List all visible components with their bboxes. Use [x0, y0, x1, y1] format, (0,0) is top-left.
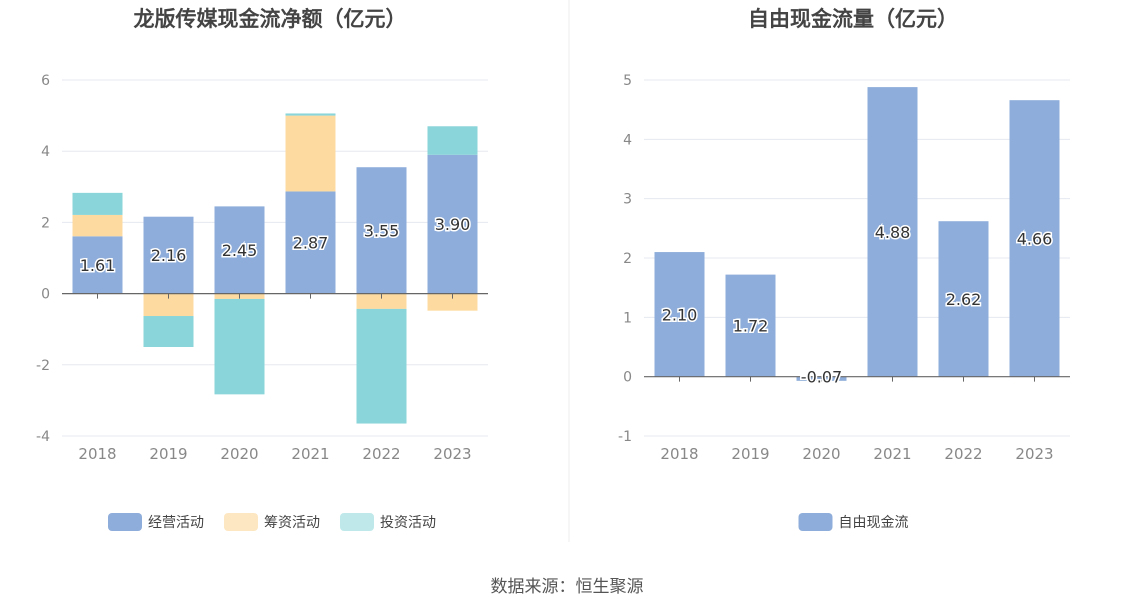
- y-tick-label: 1: [623, 310, 632, 326]
- x-tick-label: 2019: [149, 445, 187, 463]
- bar-investing: [285, 113, 336, 116]
- y-tick-label: -1: [618, 429, 632, 445]
- data-label: 4.88: [875, 223, 911, 242]
- legend-swatch-investing: [340, 513, 374, 531]
- data-label: -0.07: [801, 368, 842, 387]
- data-label: 1.72: [733, 317, 769, 336]
- y-tick-label: 6: [41, 73, 50, 89]
- bar-freecash: [1009, 100, 1060, 377]
- legend-swatch-financing: [224, 513, 258, 531]
- y-tick-label: 2: [623, 251, 632, 267]
- x-tick-label: 2023: [433, 445, 471, 463]
- bar-financing: [356, 293, 407, 309]
- legend-label: 投资活动: [380, 515, 436, 531]
- bar-operating: [143, 216, 194, 294]
- bar-financing: [143, 293, 194, 317]
- data-label: 2.62: [946, 290, 982, 309]
- data-label: 2.87: [293, 234, 329, 253]
- bar-operating: [356, 167, 407, 294]
- legend-swatch-operating: [108, 513, 142, 531]
- bar-financing: [427, 293, 478, 311]
- data-label: 4.66: [1017, 229, 1053, 248]
- y-tick-label: 4: [41, 144, 50, 160]
- bar-freecash: [654, 252, 705, 377]
- free-cashflow-chart: 自由现金流量（亿元） -1 0 1 2 3 4 5 2018 2019 2020 2021 2022 20…: [618, 7, 1070, 531]
- y-tick-label: 3: [623, 192, 632, 208]
- y-tick-label: 2: [41, 215, 50, 231]
- y-tick-label: 4: [623, 132, 632, 148]
- source-note: 数据来源：恒生聚源: [491, 577, 644, 597]
- bar-investing: [356, 308, 407, 424]
- x-tick-label: 2021: [873, 445, 911, 463]
- legend-label: 自由现金流: [839, 515, 909, 531]
- bar-operating: [427, 154, 478, 294]
- y-tick-label: 0: [623, 370, 632, 386]
- x-tick-label: 2020: [802, 445, 840, 463]
- x-tick-label: 2020: [220, 445, 258, 463]
- bar-investing: [72, 192, 123, 215]
- legend-label: 筹资活动: [264, 514, 320, 531]
- bar-financing: [72, 214, 123, 237]
- legend-swatch-freecash: [798, 513, 833, 531]
- y-tick-label: -2: [36, 358, 50, 374]
- bar-operating: [214, 206, 265, 294]
- x-tick-label: 2018: [78, 445, 116, 463]
- data-label: 2.45: [222, 241, 258, 260]
- bar-financing: [285, 115, 336, 192]
- cashflow-chart: 龙版传媒现金流净额（亿元） -4 -2 0 2 4 6 2018 2019 2020 2021 202…: [36, 7, 488, 531]
- x-tick-label: 2021: [291, 445, 329, 463]
- bar-freecash: [938, 221, 989, 377]
- y-tick-label: -4: [36, 429, 50, 445]
- data-label: 3.55: [364, 221, 400, 240]
- x-tick-label: 2022: [944, 445, 982, 463]
- x-tick-label: 2019: [731, 445, 769, 463]
- bar-operating: [72, 236, 123, 294]
- y-tick-label: 0: [41, 287, 50, 303]
- y-tick-label: 5: [623, 73, 632, 89]
- legend-label: 经营活动: [148, 515, 204, 531]
- x-tick-label: 2023: [1015, 445, 1053, 463]
- x-tick-label: 2022: [362, 445, 400, 463]
- x-tick-label: 2018: [660, 445, 698, 463]
- bar-investing: [214, 298, 265, 395]
- chart-title: 龙版传媒现金流净额（亿元）: [134, 7, 407, 31]
- bar-operating: [285, 191, 336, 294]
- bar-freecash: [867, 87, 918, 377]
- bar-freecash: [725, 274, 776, 377]
- data-label: 2.10: [662, 305, 698, 324]
- bar-investing: [427, 126, 478, 155]
- data-label: 1.61: [80, 256, 116, 275]
- data-label: 2.16: [151, 246, 187, 265]
- data-label: 3.90: [435, 215, 471, 234]
- bar-investing: [143, 316, 194, 347]
- chart-title: 自由现金流量（亿元）: [748, 7, 958, 31]
